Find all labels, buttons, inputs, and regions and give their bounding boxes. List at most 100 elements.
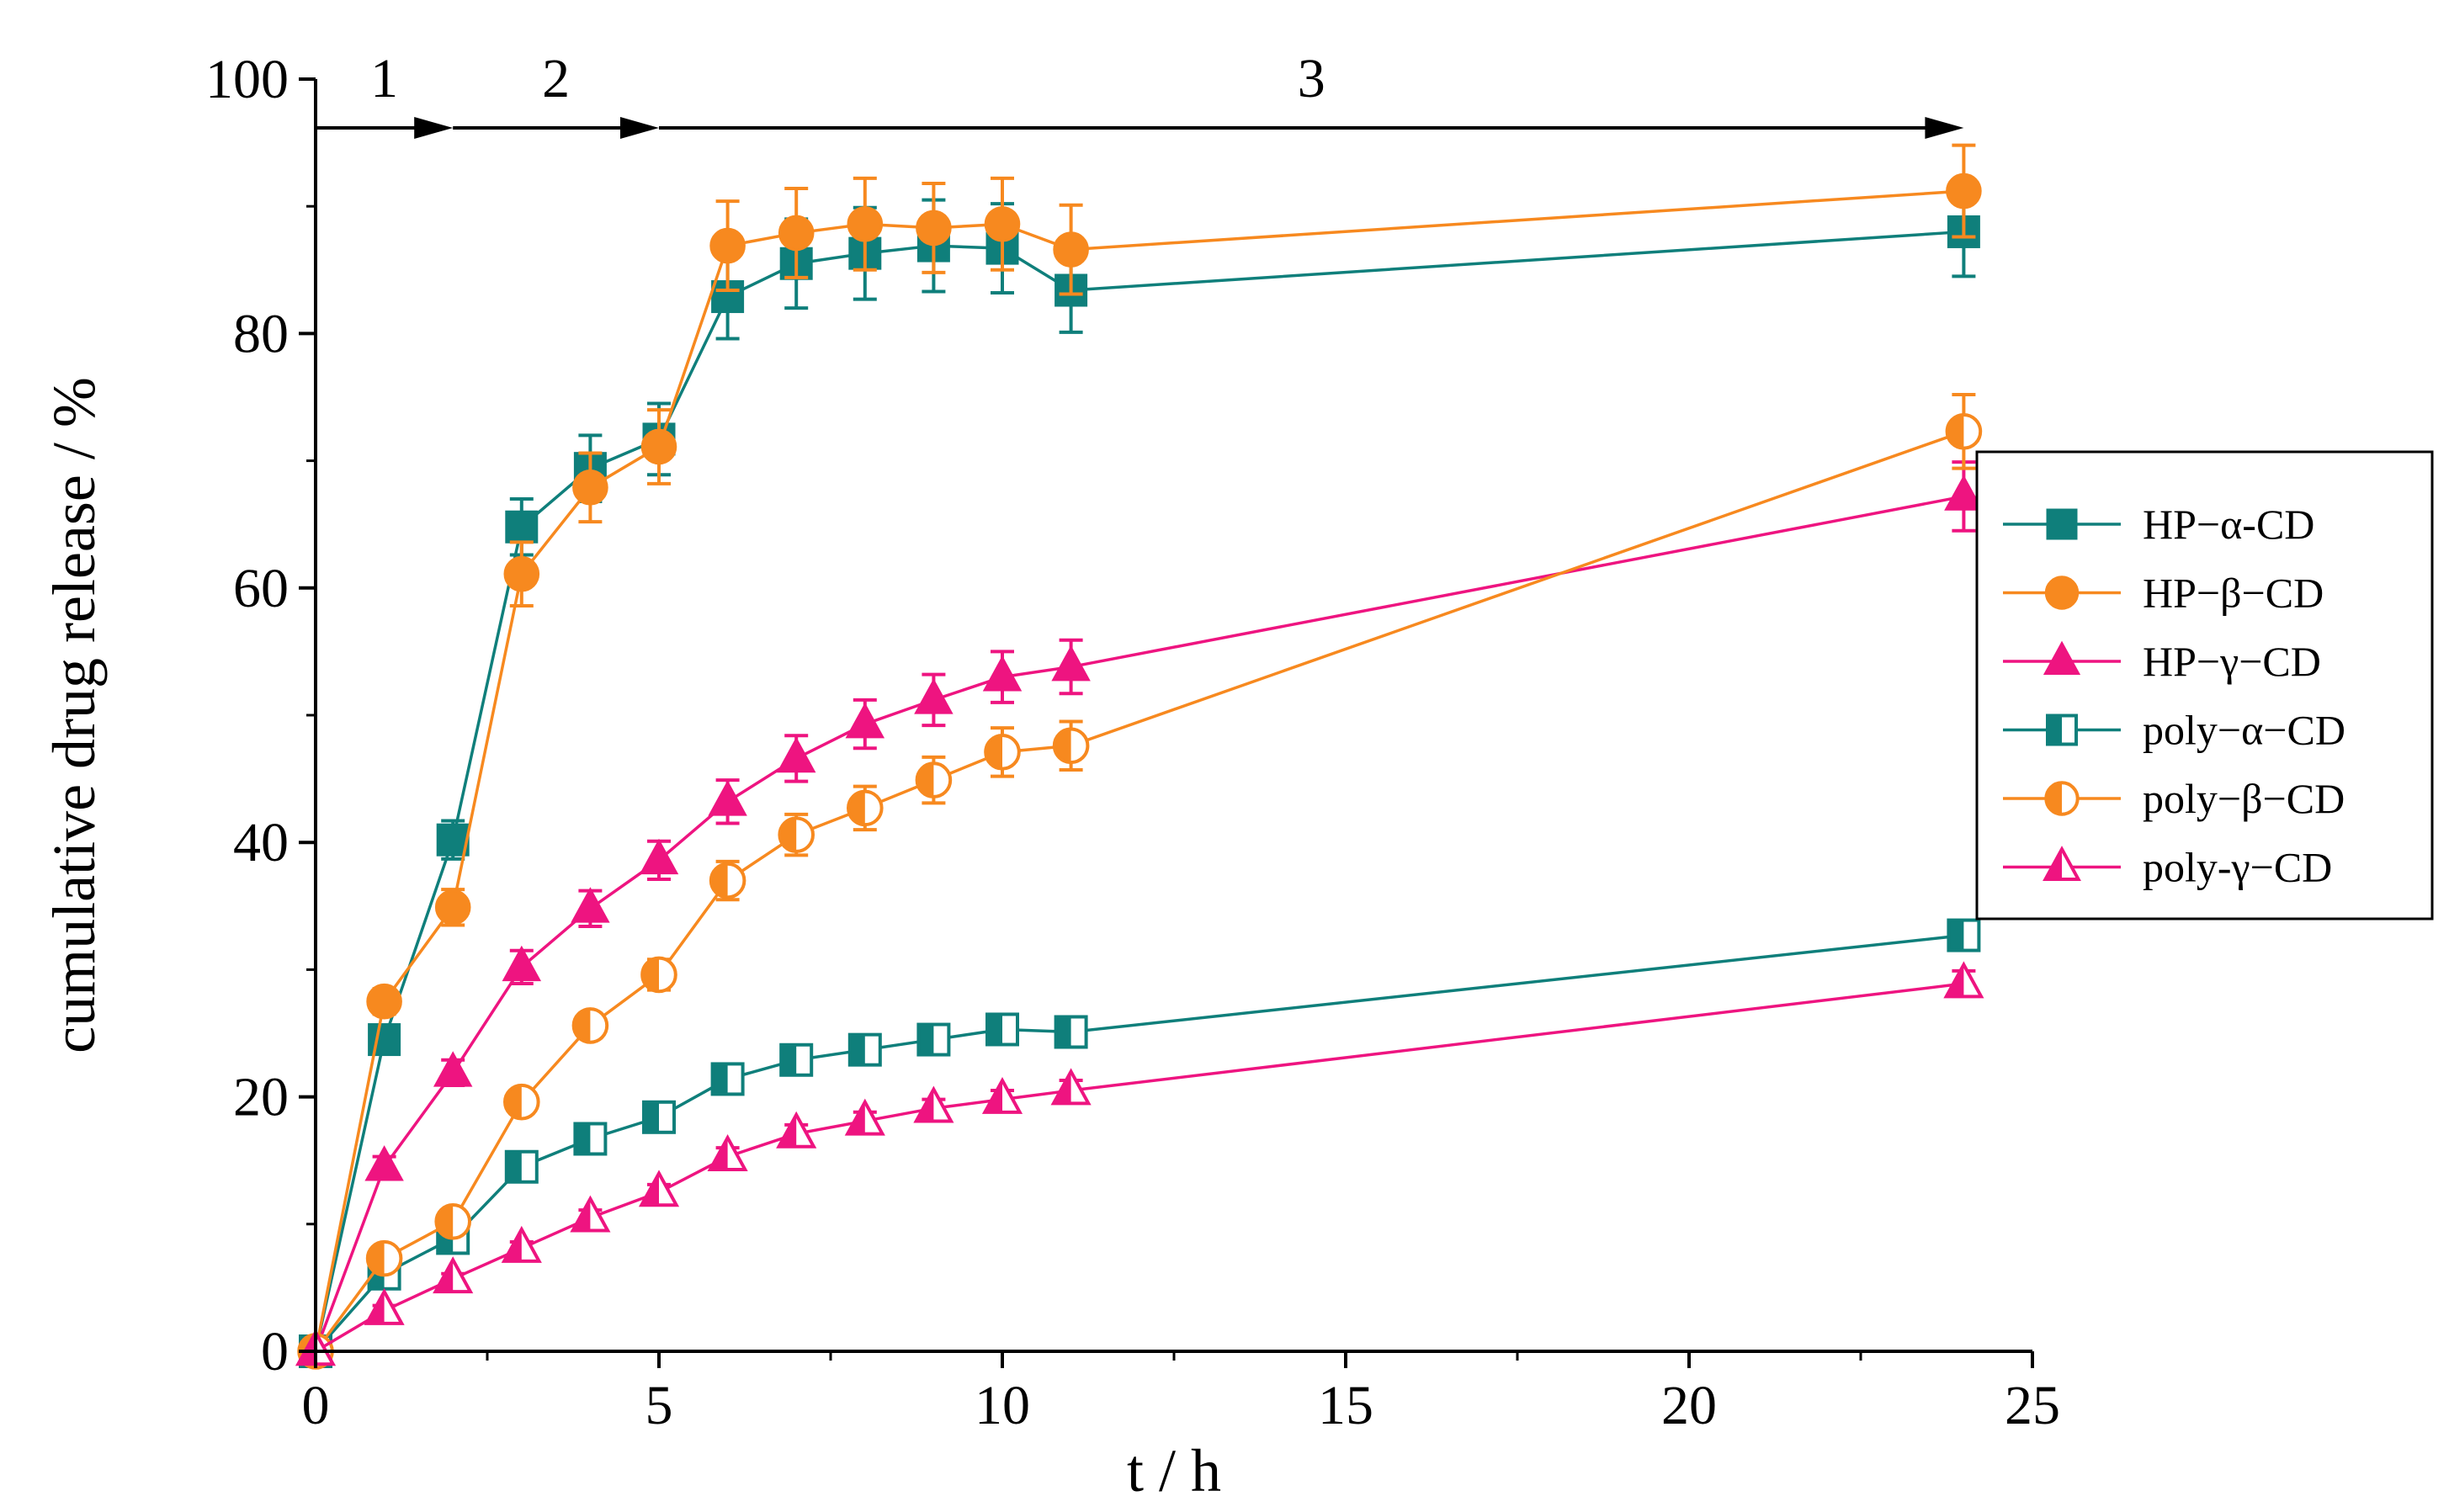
data-point xyxy=(847,206,884,242)
data-point xyxy=(710,1062,745,1096)
series-1 xyxy=(299,185,1980,1368)
series-line xyxy=(314,495,1964,1352)
data-point xyxy=(364,1145,404,1181)
data-point xyxy=(913,1085,954,1123)
data-point xyxy=(642,1100,676,1134)
data-point xyxy=(364,1287,405,1325)
series-line xyxy=(315,982,1964,1353)
data-point xyxy=(1051,645,1091,682)
data-point xyxy=(571,1007,609,1044)
legend-item: poly−β−CD xyxy=(2003,775,2345,822)
x-tick-label: 5 xyxy=(645,1375,673,1436)
data-point xyxy=(915,761,953,798)
data-point xyxy=(1947,918,1981,952)
series-line xyxy=(314,189,1964,1352)
data-point xyxy=(914,678,954,714)
data-point xyxy=(916,210,952,247)
data-point xyxy=(708,780,747,816)
data-point xyxy=(571,887,610,923)
legend-label: HP−β−CD xyxy=(2143,570,2324,617)
data-point xyxy=(502,945,542,982)
data-point xyxy=(1052,727,1090,765)
stage-arrow-head xyxy=(620,117,659,139)
series-6 xyxy=(295,961,1984,1366)
data-point xyxy=(503,555,540,592)
data-point xyxy=(1054,1015,1088,1049)
data-point xyxy=(1945,413,1983,450)
data-point xyxy=(776,1111,817,1149)
legend: HP−α-CD HP−β−CD HP−γ−CD poly−α−CD poly−β−CD p… xyxy=(1975,450,2434,920)
data-point xyxy=(570,1195,611,1233)
y-tick-label: 60 xyxy=(233,558,289,619)
y-tick-label: 40 xyxy=(233,812,289,873)
data-point xyxy=(436,823,470,857)
data-point xyxy=(573,1122,608,1156)
data-point xyxy=(776,736,816,773)
data-point xyxy=(434,889,471,926)
data-point xyxy=(709,862,746,899)
data-point xyxy=(847,789,884,827)
stage-label: 1 xyxy=(370,48,398,109)
x-tick-label: 0 xyxy=(302,1375,330,1436)
data-point xyxy=(638,1170,680,1207)
legend-label: HP−γ−CD xyxy=(2143,638,2321,685)
legend-marker xyxy=(2046,508,2078,540)
x-tick-label: 15 xyxy=(1318,1375,1373,1436)
data-point xyxy=(365,1239,403,1277)
data-point xyxy=(778,816,815,853)
data-point xyxy=(1944,475,1984,511)
data-point xyxy=(981,1076,1023,1114)
data-point xyxy=(1050,1068,1092,1106)
legend-marker xyxy=(2044,781,2080,816)
legend-label: poly−α−CD xyxy=(2143,707,2345,754)
axes-layer: 0 5 10 15 20 25 0 20 40 60 80 100 xyxy=(205,49,2060,1436)
data-point xyxy=(639,838,679,875)
series-line xyxy=(314,430,1964,1353)
data-point xyxy=(366,983,402,1020)
legend-item: HP−γ−CD xyxy=(2003,638,2321,685)
series-line xyxy=(314,933,1964,1353)
legend-label: poly-γ−CD xyxy=(2143,844,2332,891)
data-point xyxy=(1053,231,1089,268)
data-point xyxy=(502,1083,540,1121)
data-point xyxy=(640,956,677,994)
data-point xyxy=(433,1256,474,1294)
y-tick-label: 100 xyxy=(205,49,289,110)
legend-item: poly−α−CD xyxy=(2003,707,2345,754)
data-point xyxy=(844,1098,885,1136)
legend-marker xyxy=(2044,576,2080,610)
series-line xyxy=(314,230,1964,1352)
legend-marker xyxy=(2043,640,2081,675)
data-point xyxy=(984,734,1021,771)
legend-label: poly−β−CD xyxy=(2143,775,2345,822)
y-tick-label: 0 xyxy=(261,1321,289,1382)
data-point xyxy=(709,227,746,264)
data-point xyxy=(433,1051,473,1087)
x-axis-title: t / h xyxy=(1127,1437,1221,1504)
stage-1: 1 xyxy=(316,48,454,139)
y-axis-title: cumulative drug release / % xyxy=(40,377,108,1053)
y-tick-label: 20 xyxy=(233,1067,289,1128)
stage-label: 3 xyxy=(1298,48,1325,109)
data-point xyxy=(501,1225,542,1263)
data-point xyxy=(434,1202,472,1240)
series-4 xyxy=(299,918,1981,1368)
x-tick-label: 20 xyxy=(1661,1375,1717,1436)
legend-marker xyxy=(2043,846,2081,881)
data-point xyxy=(779,1042,814,1077)
legend-label: HP−α-CD xyxy=(2143,501,2314,548)
data-point xyxy=(982,655,1023,692)
legend-item: HP−α-CD xyxy=(2003,501,2314,548)
stage-arrow-head xyxy=(1925,117,1964,139)
data-point xyxy=(640,428,677,465)
series-3 xyxy=(295,460,1984,1366)
data-point xyxy=(572,470,608,506)
stage-2: 2 xyxy=(453,48,659,139)
legend-item: poly-γ−CD xyxy=(2003,844,2332,891)
x-tick-label: 10 xyxy=(975,1375,1030,1436)
data-point xyxy=(505,510,539,544)
series-5 xyxy=(297,392,1983,1370)
legend-marker xyxy=(2046,714,2078,746)
x-tick-label: 25 xyxy=(2005,1375,2060,1436)
